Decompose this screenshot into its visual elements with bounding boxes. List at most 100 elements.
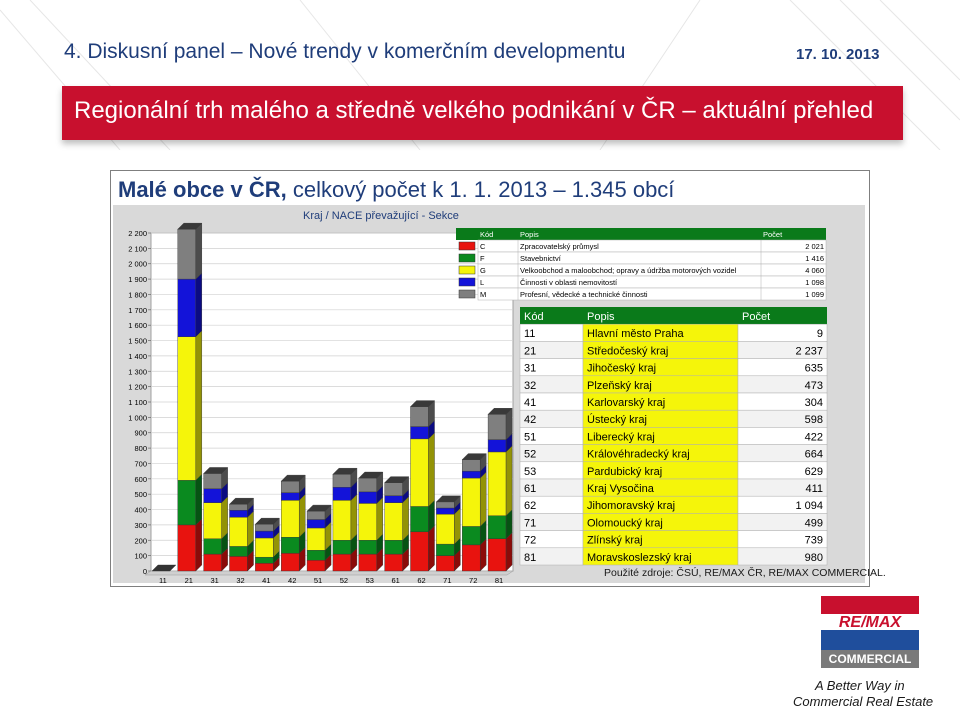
bar-segment-L-42 [281, 492, 300, 501]
logo-brand: RE/MAX [839, 614, 903, 631]
panel-title-bold: Malé obce v ČR, [118, 177, 287, 202]
legend-code: G [480, 266, 486, 275]
bar-segment-G-71 [436, 513, 455, 545]
y-tick-label: 600 [134, 475, 147, 484]
legend-header-desc: Popis [520, 230, 539, 239]
bar-top-32 [229, 497, 254, 505]
panel-title-rest: celkový počet k 1. 1. 2013 – 1.345 obcí [286, 177, 675, 202]
x-tick-label: 32 [236, 576, 244, 583]
bar-segment-C-53 [358, 553, 377, 572]
bar-segment-C-21 [177, 524, 196, 572]
bar-side-G-53 [376, 496, 383, 541]
bar-side-G-72 [480, 471, 487, 527]
bar-segment-F-71 [436, 543, 455, 556]
page-date: 17. 10. 2013 [796, 46, 880, 63]
bar-side-G-52 [350, 493, 358, 541]
bar-segment-L-81 [487, 439, 507, 453]
bar-segment-L-72 [462, 470, 481, 479]
bar-segment-M-51 [306, 510, 326, 520]
bar-top-71 [435, 495, 461, 503]
bar-segment-M-81 [487, 414, 507, 440]
bar-segment-G-31 [203, 502, 222, 539]
bar-segment-F-41 [255, 556, 274, 564]
bar-side-G-62 [428, 432, 435, 507]
y-tick-label: 1 100 [128, 398, 147, 407]
region-code: 62 [524, 500, 536, 512]
legend-header-code: Kód [480, 230, 493, 239]
legend-count: 1 098 [805, 278, 824, 287]
bar-top-21 [177, 222, 203, 230]
legend-code: C [480, 242, 486, 251]
bar-segment-G-53 [358, 503, 377, 541]
y-tick-label: 400 [134, 506, 147, 515]
legend-count: 2 021 [805, 242, 824, 251]
bar-segment-L-21 [177, 278, 196, 337]
bar-segment-F-31 [203, 538, 222, 555]
region-count: 473 [805, 380, 823, 392]
bar-segment-F-52 [332, 540, 352, 555]
bar-segment-L-41 [255, 530, 274, 539]
bar-segment-C-62 [410, 531, 429, 572]
bar-segment-L-53 [358, 491, 377, 504]
x-tick-label: 51 [314, 576, 322, 583]
bar-segment-L-32 [229, 510, 248, 518]
bar-side-C-21 [195, 518, 202, 572]
bar-segment-M-32 [229, 503, 248, 511]
region-desc: Hlavní město Praha [587, 328, 684, 340]
bar-segment-G-51 [306, 527, 326, 551]
region-cell-count-bg [737, 323, 828, 342]
bar-top-72 [461, 453, 487, 460]
region-code: 31 [524, 363, 536, 375]
bar-top-31 [203, 467, 229, 474]
bar-segment-C-31 [203, 553, 222, 572]
legend-count: 4 060 [805, 266, 824, 275]
region-code: 32 [524, 380, 536, 392]
legend-code: M [480, 290, 486, 299]
legend-swatch-G [458, 265, 476, 275]
bar-top-61 [384, 476, 410, 483]
region-count: 499 [805, 517, 823, 529]
region-count: 2 237 [795, 345, 823, 357]
y-tick-label: 1 900 [128, 275, 147, 284]
x-tick-label: 31 [210, 576, 218, 583]
bar-side-G-71 [454, 507, 461, 545]
chart-floor [144, 570, 514, 576]
region-count: 304 [805, 397, 823, 409]
section-banner: Regionální trh malého a středně velkého … [62, 86, 903, 140]
bar-side-M-21 [195, 222, 202, 280]
bar-segment-G-32 [229, 517, 248, 547]
bar-top-41 [254, 517, 280, 525]
legend-desc: Zpracovatelský průmysl [520, 242, 599, 251]
region-count: 739 [805, 535, 823, 547]
bar-side-G-21 [195, 330, 202, 481]
region-desc: Středočeský kraj [587, 345, 668, 357]
region-desc: Jihočeský kraj [587, 363, 656, 375]
legend-count: 1 099 [805, 290, 824, 299]
bar-segment-F-32 [229, 546, 248, 557]
bar-segment-M-31 [203, 473, 222, 490]
bar-segment-C-41 [255, 563, 274, 572]
legend-row-bg [477, 287, 827, 301]
region-count: 1 094 [795, 500, 823, 512]
x-tick-label: 62 [417, 576, 425, 583]
bar-segment-C-51 [306, 560, 326, 572]
bar-segment-G-21 [177, 336, 196, 481]
bar-segment-F-51 [306, 550, 326, 561]
y-tick-label: 1 400 [128, 352, 147, 361]
bar-segment-F-21 [177, 480, 196, 526]
bar-segment-G-52 [332, 500, 352, 541]
y-tick-label: 1 700 [128, 306, 147, 315]
region-code: 21 [524, 345, 536, 357]
region-code: 81 [524, 552, 536, 564]
bar-segment-F-81 [487, 515, 507, 539]
y-tick-label: 2 100 [128, 244, 147, 253]
region-count: 9 [817, 328, 823, 340]
legend-count: 1 416 [805, 254, 824, 263]
bar-segment-L-61 [384, 495, 403, 503]
legend-swatch-M [458, 289, 476, 299]
bar-segment-M-52 [332, 474, 352, 488]
bar-top-52 [332, 468, 358, 475]
bar-top-53 [358, 471, 384, 479]
bar-side-G-81 [505, 445, 513, 517]
legend-swatch-F [458, 253, 476, 263]
